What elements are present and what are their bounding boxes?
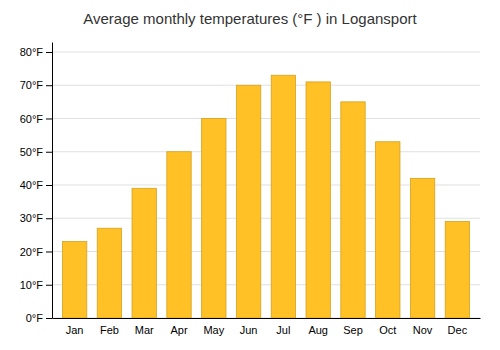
y-tick-mark	[46, 185, 52, 186]
y-tick-label: 70°F	[20, 79, 44, 91]
x-tick: Sep	[343, 324, 363, 336]
bar	[202, 118, 226, 318]
y-tick-label: 80°F	[20, 46, 44, 58]
y-tick-mark	[46, 52, 52, 53]
bars	[62, 75, 469, 318]
x-tick: Aug	[308, 324, 328, 336]
y-tick-mark	[46, 251, 52, 252]
y-tick-mark	[46, 85, 52, 86]
x-tick: Mar	[135, 324, 154, 336]
x-tick-label: Mar	[135, 324, 154, 336]
x-tick-label: Aug	[308, 324, 328, 336]
bar	[341, 102, 365, 318]
y-tick: 20°F	[20, 246, 52, 258]
y-tick-label: 10°F	[20, 279, 44, 291]
bar	[167, 152, 191, 318]
y-tick: 50°F	[20, 146, 52, 158]
x-axis: Jan Feb Mar Apr May Jun Jul Aug Sep Oct Nov Dec	[53, 319, 481, 336]
y-tick-mark	[46, 318, 52, 319]
bar	[62, 242, 86, 318]
x-tick: Dec	[448, 324, 468, 336]
y-tick-mark	[46, 118, 52, 119]
x-tick-label: Jan	[66, 324, 84, 336]
x-tick-label: Jul	[276, 324, 290, 336]
x-tick-label: Dec	[448, 324, 468, 336]
y-tick-label: 0°F	[26, 312, 44, 324]
x-tick-label: Feb	[100, 324, 119, 336]
grid	[52, 52, 480, 318]
y-axis: 0°F 10°F 20°F 30°F 40°F 50°F 60°F 70°F 80°F	[20, 43, 53, 325]
y-tick: 10°F	[20, 279, 52, 291]
grid-line	[52, 51, 480, 52]
x-tick: Jan	[66, 324, 84, 336]
x-tick: Jun	[240, 324, 258, 336]
x-tick-label: Oct	[379, 324, 396, 336]
y-axis-line	[52, 43, 53, 319]
x-tick: Nov	[413, 324, 433, 336]
grid-line	[52, 118, 480, 119]
y-tick-mark	[46, 152, 52, 153]
x-tick: Oct	[379, 324, 396, 336]
x-axis-line	[53, 318, 481, 319]
grid-line	[52, 151, 480, 152]
x-tick-label: Apr	[170, 324, 187, 336]
x-tick: Feb	[100, 324, 119, 336]
y-tick: 80°F	[20, 46, 52, 58]
y-tick-label: 30°F	[20, 212, 44, 224]
x-tick-label: May	[203, 324, 224, 336]
y-tick: 60°F	[20, 113, 52, 125]
bar	[306, 82, 330, 318]
x-tick-label: Nov	[413, 324, 433, 336]
y-tick: 0°F	[26, 312, 52, 324]
y-tick: 70°F	[20, 79, 52, 91]
chart: Average monthly temperatures (°F ) in Lo…	[0, 0, 500, 350]
bar	[97, 228, 121, 318]
y-tick-label: 20°F	[20, 246, 44, 258]
x-tick-label: Sep	[343, 324, 363, 336]
bar	[445, 222, 469, 318]
x-tick: Apr	[170, 324, 187, 336]
grid-line	[52, 85, 480, 86]
y-tick: 30°F	[20, 212, 52, 224]
y-tick-mark	[46, 285, 52, 286]
x-tick: Jul	[276, 324, 290, 336]
bar	[410, 178, 434, 318]
bar	[271, 75, 295, 318]
plot: Jan Feb Mar Apr May Jun Jul Aug Sep Oct Nov Dec 0°F 1…	[20, 43, 481, 336]
y-tick-label: 40°F	[20, 179, 44, 191]
bar	[376, 142, 400, 318]
y-tick: 40°F	[20, 179, 52, 191]
y-tick-label: 60°F	[20, 113, 44, 125]
y-tick-label: 50°F	[20, 146, 44, 158]
x-tick: May	[203, 324, 224, 336]
bar	[236, 85, 260, 318]
title: Average monthly temperatures (°F ) in Lo…	[83, 10, 417, 27]
y-tick-mark	[46, 218, 52, 219]
bar	[132, 188, 156, 318]
x-tick-label: Jun	[240, 324, 258, 336]
